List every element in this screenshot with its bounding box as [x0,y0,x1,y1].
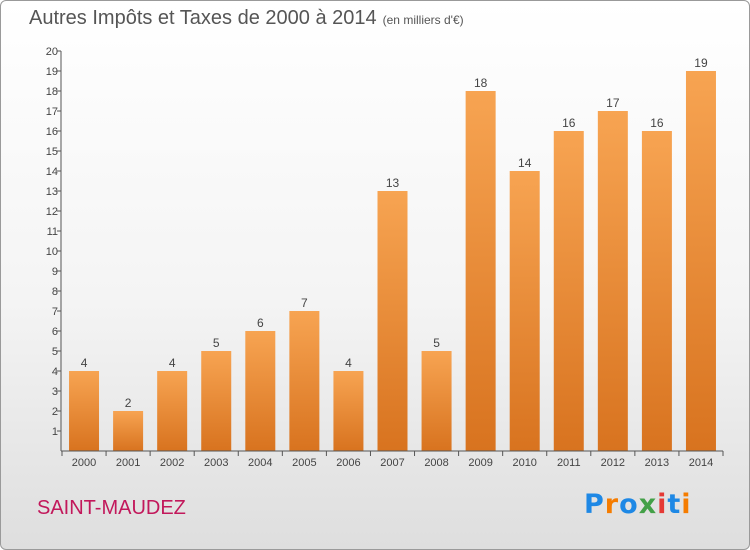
chart-title: Autres Impôts et Taxes de 2000 à 2014 (en… [29,7,464,30]
bar-value-label: 4 [81,356,88,370]
logo-letter: x [638,489,658,520]
chart-title-text: Autres Impôts et Taxes de 2000 à 2014 [29,7,377,29]
logo-letter: t [667,489,682,520]
y-tick-label: 15 [46,146,58,158]
bar [69,371,100,451]
bar-value-label: 19 [694,56,708,70]
bar [157,371,188,451]
bar-value-label: 4 [345,356,352,370]
chart-unit: (en milliers d'€) [382,13,464,27]
x-tick-label: 2009 [468,457,492,469]
y-tick-label: 1 [52,426,58,438]
y-tick-label: 8 [52,286,58,298]
bar-value-label: 4 [169,356,176,370]
bar-value-label: 2 [125,396,132,410]
y-tick-label: 9 [52,266,58,278]
bar-value-label: 16 [650,116,664,130]
bar [465,91,496,451]
y-tick-label: 5 [52,346,58,358]
bar [289,311,320,451]
bar [553,131,584,451]
bar [245,331,276,451]
logo-letter: i [681,489,692,520]
y-tick-label: 17 [46,106,58,118]
y-tick-label: 10 [46,246,58,258]
bar-value-label: 7 [301,296,308,310]
bar [113,411,144,451]
bar-value-label: 14 [518,156,532,170]
y-tick-label: 7 [52,306,58,318]
bar-value-label: 5 [213,336,220,350]
bar [509,171,540,451]
bar-value-label: 5 [433,336,440,350]
bar [377,191,408,451]
x-tick-label: 2005 [292,457,316,469]
logo-letter: i [657,489,668,520]
y-tick-label: 12 [46,206,58,218]
x-tick-label: 2014 [689,457,713,469]
bar [333,371,364,451]
x-tick-label: 2007 [380,457,404,469]
bar-value-label: 13 [386,176,400,190]
bar-value-label: 6 [257,316,264,330]
bar [421,351,452,451]
town-name: SAINT-MAUDEZ [37,497,186,519]
bar-value-label: 17 [606,96,620,110]
x-tick-label: 2008 [424,457,448,469]
y-tick-label: 4 [52,366,58,378]
bar [685,71,716,451]
x-tick-label: 2011 [557,457,581,469]
x-tick-label: 2001 [116,457,140,469]
logo-letter: r [604,489,620,520]
proxiti-logo: Proxiti [584,489,692,520]
x-tick-label: 2010 [512,457,536,469]
x-tick-label: 2006 [336,457,360,469]
x-tick-label: 2004 [248,457,272,469]
bar [597,111,628,451]
y-tick-label: 18 [46,86,58,98]
bar [201,351,232,451]
x-tick-label: 2012 [601,457,625,469]
logo-letter: P [584,489,605,520]
y-tick-label: 3 [52,386,58,398]
logo-letter: o [619,489,639,520]
y-tick-label: 6 [52,326,58,338]
x-tick-label: 2000 [72,457,96,469]
y-tick-label: 11 [47,226,58,238]
x-tick-label: 2013 [645,457,669,469]
x-tick-label: 2002 [160,457,184,469]
bar [641,131,672,451]
y-tick-label: 2 [52,406,58,418]
x-tick-label: 2003 [204,457,228,469]
y-tick-label: 14 [46,166,58,178]
y-tick-label: 16 [46,126,58,138]
y-tick-label: 13 [46,186,58,198]
bar-value-label: 16 [562,116,576,130]
y-tick-label: 20 [46,46,58,58]
bar-value-label: 18 [474,76,488,90]
y-tick-label: 19 [46,66,58,78]
